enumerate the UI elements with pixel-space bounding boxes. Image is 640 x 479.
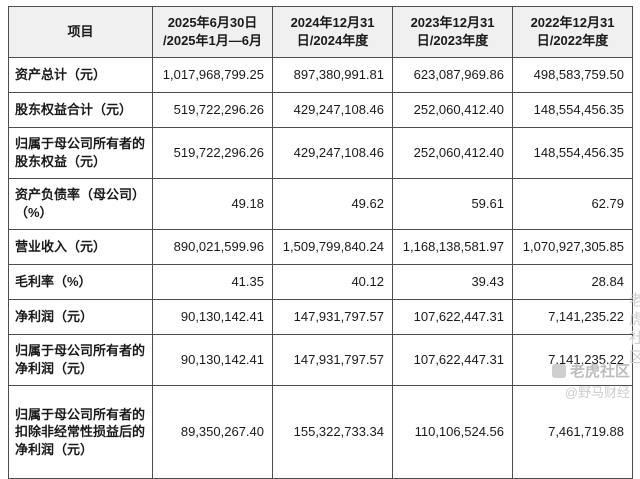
row-label: 净利润（元）	[8, 299, 153, 335]
cell-value: 252,060,412.40	[392, 127, 513, 179]
cell-value: 147,931,797.57	[272, 299, 393, 335]
row-label: 归属于母公司所有者的净利润（元）	[8, 334, 153, 386]
table-row: 净利润（元） 90,130,142.41 147,931,797.57 107,…	[8, 299, 633, 335]
cell-value: 62.79	[512, 178, 633, 230]
cell-value: 89,350,267.40	[152, 385, 273, 479]
row-label: 毛利率（%）	[8, 264, 153, 300]
cell-value: 107,622,447.31	[392, 334, 513, 386]
table-row: 资产负债率（母公司）（%） 49.18 49.62 59.61 62.79	[8, 178, 633, 230]
author-handle-watermark: @野马财经	[564, 385, 630, 400]
cell-value: 110,106,524.56	[392, 385, 513, 479]
cell-value: 148,554,456.35	[512, 127, 633, 179]
row-label: 营业收入（元）	[8, 229, 153, 265]
cell-value: 623,087,969.86	[392, 57, 513, 93]
financial-table: 项目 2025年6月30日 /2025年1月—6月 2024年12月31 日/2…	[8, 6, 633, 479]
cell-value: 39.43	[392, 264, 513, 300]
community-watermark-label: 老虎社区	[569, 363, 630, 380]
cell-value: 49.62	[272, 178, 393, 230]
cell-value: 155,322,733.34	[272, 385, 393, 479]
cell-value: 1,070,927,305.85	[512, 229, 633, 265]
cell-value: 28.84	[512, 264, 633, 300]
column-header-2022: 2022年12月31 日/2022年度	[512, 6, 633, 58]
cell-value: 148,554,456.35	[512, 92, 633, 128]
cell-value: 7,141,235.22	[512, 334, 633, 386]
header-row: 项目 2025年6月30日 /2025年1月—6月 2024年12月31 日/2…	[8, 6, 633, 58]
column-header-2025: 2025年6月30日 /2025年1月—6月	[152, 6, 273, 58]
cell-value: 1,168,138,581.97	[392, 229, 513, 265]
cell-value: 519,722,296.26	[152, 127, 273, 179]
cell-value: 897,380,991.81	[272, 57, 393, 93]
cell-value: 40.12	[272, 264, 393, 300]
table-row: 归属于母公司所有者的股东权益（元） 519,722,296.26 429,247…	[8, 127, 633, 179]
cell-value: 147,931,797.57	[272, 334, 393, 386]
row-label: 资产负债率（母公司）（%）	[8, 178, 153, 230]
cell-value: 7,141,235.22	[512, 299, 633, 335]
cell-value: 41.35	[152, 264, 273, 300]
row-label: 归属于母公司所有者的股东权益（元）	[8, 127, 153, 179]
cell-value: 429,247,108.46	[272, 92, 393, 128]
row-label: 归属于母公司所有者的扣除非经常性损益后的净利润（元）	[8, 385, 153, 479]
row-label: 资产总计（元）	[8, 57, 153, 93]
cell-value: 429,247,108.46	[272, 127, 393, 179]
column-header-item: 项目	[8, 6, 153, 58]
cell-value: 59.61	[392, 178, 513, 230]
cell-value: 49.18	[152, 178, 273, 230]
cell-value: 498,583,759.50	[512, 57, 633, 93]
cell-value: 1,017,968,799.25	[152, 57, 273, 93]
cell-value: 90,130,142.41	[152, 334, 273, 386]
table-row: 股东权益合计（元） 519,722,296.26 429,247,108.46 …	[8, 92, 633, 128]
cell-value: 107,622,447.31	[392, 299, 513, 335]
table-row: 归属于母公司所有者的净利润（元） 90,130,142.41 147,931,7…	[8, 334, 633, 386]
community-watermark: 老虎社区	[551, 360, 630, 381]
tiger-community-icon	[551, 363, 566, 378]
table-row: 营业收入（元） 890,021,599.96 1,509,799,840.24 …	[8, 229, 633, 265]
column-header-2024: 2024年12月31 日/2024年度	[272, 6, 393, 58]
column-header-2023: 2023年12月31 日/2023年度	[392, 6, 513, 58]
cell-value: 1,509,799,840.24	[272, 229, 393, 265]
table-row: 资产总计（元） 1,017,968,799.25 897,380,991.81 …	[8, 57, 633, 93]
table-row: 毛利率（%） 41.35 40.12 39.43 28.84	[8, 264, 633, 300]
vertical-watermark: 老虎社区	[627, 292, 640, 368]
cell-value: 90,130,142.41	[152, 299, 273, 335]
cell-value: 890,021,599.96	[152, 229, 273, 265]
row-label: 股东权益合计（元）	[8, 92, 153, 128]
cell-value: 519,722,296.26	[152, 92, 273, 128]
cell-value: 252,060,412.40	[392, 92, 513, 128]
table-row: 归属于母公司所有者的扣除非经常性损益后的净利润（元） 89,350,267.40…	[8, 385, 633, 479]
